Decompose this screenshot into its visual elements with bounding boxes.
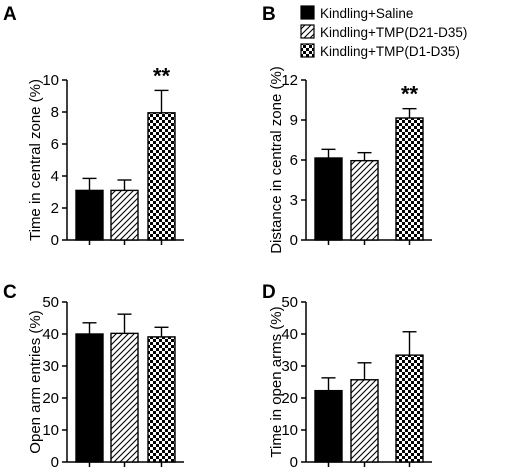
- panel-c: C Open arm entries (%) 0 10 20 30 40 50: [3, 282, 184, 471]
- legend-swatch-checker: [300, 43, 315, 58]
- y-tick-label: 30: [42, 358, 59, 375]
- y-tick-label: 6: [290, 152, 298, 169]
- y-tick-label: 40: [281, 326, 298, 343]
- legend-swatch-solid: [300, 5, 315, 20]
- y-tick-label: 0: [51, 232, 59, 249]
- significance-label: **: [401, 82, 419, 107]
- bar: [314, 157, 343, 241]
- y-tick-label: 3: [290, 192, 298, 209]
- panel-label: A: [3, 4, 17, 25]
- bar: [350, 379, 379, 463]
- panel-label: C: [3, 282, 17, 303]
- y-tick-label: 6: [51, 136, 59, 153]
- y-tick-label: 9: [290, 112, 298, 129]
- y-axis-title: Distance in central zone (%): [268, 66, 285, 254]
- panel-label: B: [262, 4, 276, 25]
- bar: [75, 333, 104, 463]
- legend-label: Kindling+Saline: [320, 6, 413, 21]
- y-tick-label: 0: [51, 454, 59, 471]
- legend-label: Kindling+TMP(D1-D35): [320, 44, 460, 59]
- y-tick-label: 10: [42, 72, 59, 89]
- legend-swatch-hatch: [300, 24, 315, 39]
- y-tick-label: 50: [42, 294, 59, 311]
- bar: [110, 332, 139, 463]
- bar: [395, 117, 424, 241]
- bar: [147, 112, 176, 241]
- bar: [147, 336, 176, 463]
- panel-label: D: [262, 282, 276, 303]
- y-tick-label: 20: [281, 390, 298, 407]
- y-axis-title: Open arm entries (%): [27, 310, 44, 453]
- y-tick-label: 8: [51, 104, 59, 121]
- y-tick-label: 2: [51, 200, 59, 217]
- y-tick-label: 20: [42, 390, 59, 407]
- bar: [110, 189, 139, 241]
- y-tick-label: 0: [290, 454, 298, 471]
- significance-label: **: [153, 63, 171, 88]
- y-axis-title: Time in central zone (%): [27, 79, 44, 241]
- y-tick-label: 10: [42, 422, 59, 439]
- y-tick-label: 40: [42, 326, 59, 343]
- y-tick-label: 50: [281, 294, 298, 311]
- y-axis-title: Time in open arms (%): [268, 306, 285, 457]
- y-tick-label: 0: [290, 232, 298, 249]
- panel-b: B Distance in central zone (%) 0 3 6 9 12 **: [262, 4, 432, 254]
- y-tick-label: 4: [51, 168, 59, 185]
- y-tick-label: 30: [281, 358, 298, 375]
- y-tick-label: 12: [281, 72, 298, 89]
- bar: [314, 389, 343, 463]
- bar: [75, 189, 104, 241]
- panel-d: D Time in open arms (%) 0 10 20 30 40 50: [262, 282, 432, 471]
- bar: [350, 159, 379, 241]
- legend-label: Kindling+TMP(D21-D35): [320, 25, 467, 40]
- legend: Kindling+Saline Kindling+TMP(D21-D35) Kind…: [300, 5, 467, 59]
- bar: [395, 354, 424, 463]
- y-tick-label: 10: [281, 422, 298, 439]
- panel-a: A Time in central zone (%) 0 2 4 6 8 10 **: [3, 4, 184, 249]
